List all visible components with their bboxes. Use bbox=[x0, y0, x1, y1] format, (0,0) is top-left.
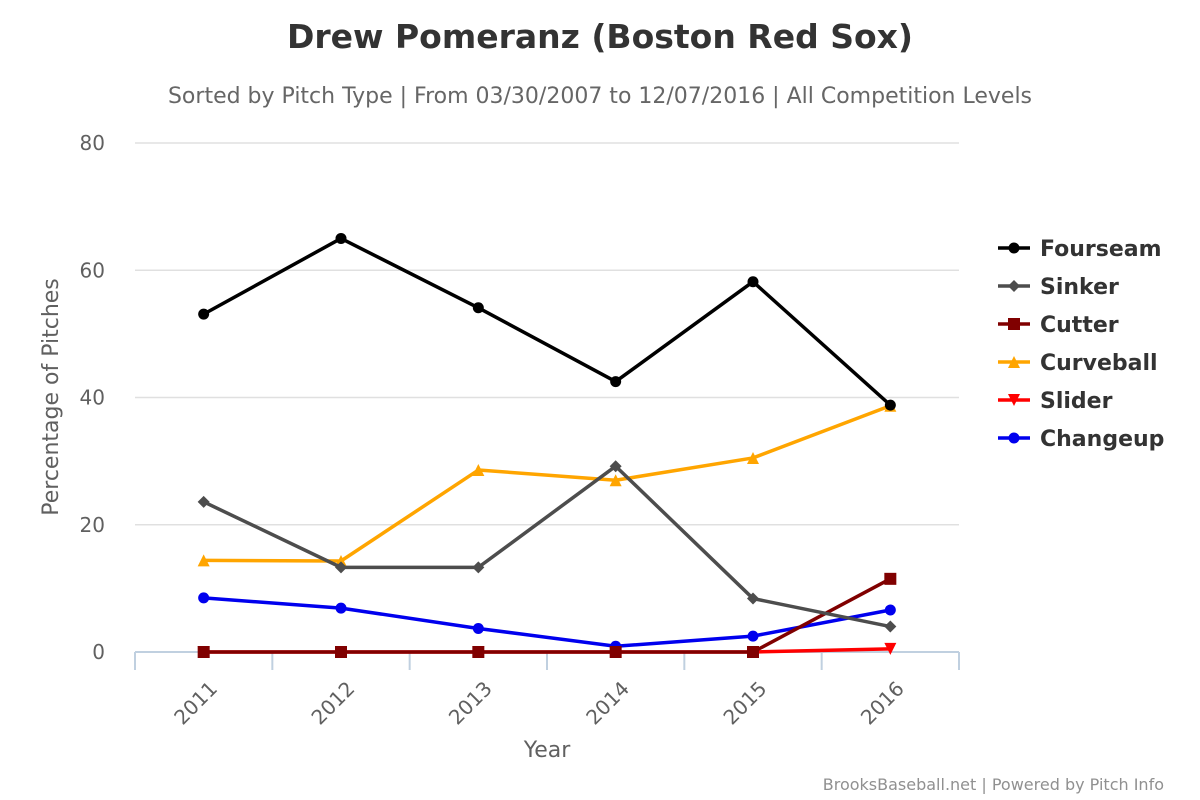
data-point-cutter bbox=[335, 646, 347, 658]
legend-item-sinker[interactable]: Sinker bbox=[998, 275, 1119, 300]
data-point-fourseam bbox=[884, 399, 896, 411]
data-point-cutter bbox=[747, 646, 759, 658]
data-point-sinker bbox=[335, 561, 347, 574]
data-point-cutter bbox=[472, 646, 485, 658]
x-tick-label: 2014 bbox=[581, 676, 634, 729]
y-tick-label: 0 bbox=[92, 640, 105, 664]
data-point-changeup bbox=[472, 622, 484, 634]
data-point-sinker bbox=[609, 460, 622, 473]
series-line-fourseam bbox=[201, 236, 893, 407]
data-point-sinker bbox=[747, 592, 759, 605]
series-sinker bbox=[197, 460, 897, 633]
series-cutter bbox=[197, 572, 897, 658]
data-point-sinker bbox=[884, 620, 897, 633]
data-point-fourseam bbox=[472, 302, 484, 314]
data-point-changeup bbox=[747, 630, 759, 642]
data-point-sinker bbox=[197, 495, 210, 508]
legend-item-curveball[interactable]: Curveball bbox=[998, 351, 1158, 376]
x-tick-label: 2015 bbox=[718, 676, 771, 729]
legend-label-curveball: Curveball bbox=[1040, 351, 1158, 376]
legend-label-cutter: Cutter bbox=[1040, 313, 1119, 338]
data-point-changeup bbox=[884, 604, 896, 616]
data-point-sinker bbox=[472, 561, 485, 574]
data-point-cutter bbox=[609, 646, 622, 658]
legend-marker-slider bbox=[1008, 394, 1020, 406]
x-tick-label: 2011 bbox=[169, 676, 222, 729]
legend-label-fourseam: Fourseam bbox=[1040, 237, 1162, 262]
legend-label-sinker: Sinker bbox=[1040, 275, 1119, 300]
grid-lines bbox=[135, 142, 959, 526]
data-point-fourseam bbox=[747, 276, 759, 288]
data-point-curveball bbox=[747, 451, 759, 464]
series-line-cutter bbox=[201, 577, 893, 654]
data-point-slider bbox=[884, 642, 897, 655]
legend-item-slider[interactable]: Slider bbox=[998, 389, 1113, 414]
data-point-changeup bbox=[335, 602, 347, 614]
y-axis-title: Percentage of Pitches bbox=[39, 278, 64, 516]
series-fourseam bbox=[198, 232, 896, 411]
legend-marker-sinker bbox=[1008, 280, 1020, 292]
legend-marker-fourseam bbox=[1008, 242, 1020, 254]
series-curveball bbox=[197, 399, 897, 568]
legend-item-changeup[interactable]: Changeup bbox=[998, 427, 1164, 452]
legend-item-fourseam[interactable]: Fourseam bbox=[998, 237, 1162, 262]
x-tick-label: 2013 bbox=[444, 676, 497, 729]
y-axis-ticks: 0 20 40 60 80 bbox=[80, 131, 105, 664]
legend-marker-changeup bbox=[1008, 432, 1020, 444]
data-point-fourseam bbox=[610, 376, 622, 388]
series-changeup bbox=[198, 592, 896, 652]
x-axis: 2011 2012 2013 2014 2015 2016 bbox=[134, 651, 960, 729]
legend-label-changeup: Changeup bbox=[1040, 427, 1164, 452]
credits[interactable]: BrooksBaseball.net | Powered by Pitch In… bbox=[823, 775, 1164, 794]
data-point-curveball bbox=[197, 554, 210, 567]
data-point-fourseam bbox=[198, 308, 210, 320]
x-axis-title: Year bbox=[523, 738, 572, 763]
series-group bbox=[197, 232, 897, 658]
y-tick-label: 20 bbox=[80, 513, 105, 537]
chart-title: Drew Pomeranz (Boston Red Sox) bbox=[287, 17, 913, 56]
data-point-fourseam bbox=[335, 232, 347, 244]
data-point-cutter bbox=[884, 572, 897, 585]
x-tick-label: 2012 bbox=[306, 676, 359, 729]
series-line-curveball bbox=[201, 404, 893, 563]
chart-subtitle: Sorted by Pitch Type | From 03/30/2007 t… bbox=[168, 84, 1032, 109]
legend-marker-curveball bbox=[1008, 356, 1020, 368]
x-tick-label: 2016 bbox=[856, 676, 909, 729]
series-line-changeup bbox=[201, 596, 893, 649]
data-point-curveball bbox=[472, 464, 485, 477]
legend-label-slider: Slider bbox=[1040, 389, 1113, 414]
legend-item-cutter[interactable]: Cutter bbox=[998, 313, 1119, 338]
y-tick-label: 40 bbox=[80, 386, 105, 410]
data-point-cutter bbox=[197, 646, 210, 658]
data-point-changeup bbox=[198, 592, 210, 604]
data-point-curveball bbox=[609, 474, 622, 487]
legend-marker-cutter bbox=[1008, 318, 1020, 330]
y-tick-label: 80 bbox=[80, 131, 105, 155]
y-tick-label: 60 bbox=[80, 258, 105, 282]
series-line-sinker bbox=[201, 464, 893, 629]
legend[interactable]: Fourseam Sinker Cutter Curveball Slider Chang… bbox=[998, 237, 1164, 452]
